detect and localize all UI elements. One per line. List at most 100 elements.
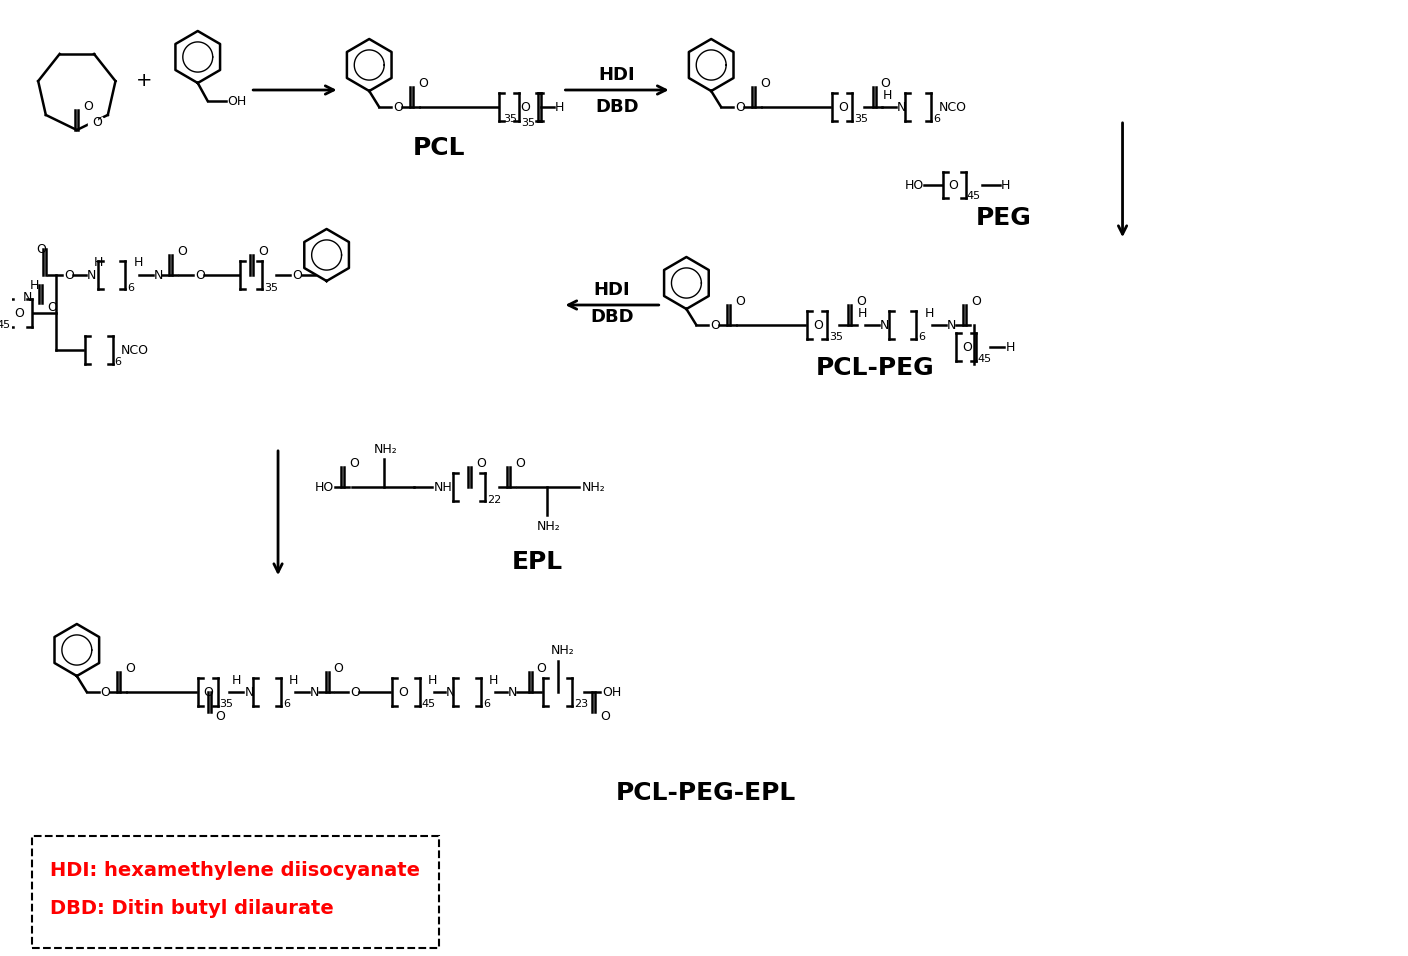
- Text: NH₂: NH₂: [536, 520, 560, 533]
- Text: O: O: [600, 709, 610, 723]
- Text: NH₂: NH₂: [582, 481, 605, 493]
- Text: O: O: [83, 99, 93, 113]
- Text: H: H: [924, 307, 934, 319]
- Text: 6: 6: [283, 699, 290, 709]
- Text: O: O: [520, 100, 529, 114]
- Text: H: H: [1001, 179, 1010, 191]
- Text: 35: 35: [265, 283, 279, 293]
- Text: OH: OH: [603, 685, 621, 699]
- Text: N: N: [948, 318, 956, 332]
- Text: 35: 35: [503, 114, 517, 124]
- Text: H: H: [428, 673, 436, 686]
- Text: O: O: [204, 685, 214, 699]
- Text: PCL: PCL: [413, 136, 465, 160]
- Text: 45: 45: [967, 191, 981, 201]
- Text: DBD: DBD: [596, 98, 639, 116]
- Text: N: N: [445, 685, 455, 699]
- Text: O: O: [856, 294, 866, 308]
- Text: O: O: [100, 685, 110, 699]
- Text: 6: 6: [127, 283, 134, 293]
- Text: H: H: [289, 673, 298, 686]
- Text: O: O: [334, 662, 344, 675]
- Text: NH₂: NH₂: [551, 644, 574, 658]
- Text: H: H: [30, 278, 39, 292]
- Text: N: N: [880, 318, 888, 332]
- Text: O: O: [760, 76, 770, 90]
- Text: NCO: NCO: [939, 100, 967, 114]
- Text: N: N: [245, 685, 253, 699]
- Text: 45: 45: [0, 320, 11, 330]
- Text: O: O: [291, 269, 301, 281]
- Text: DBD: DBD: [590, 308, 634, 326]
- Text: O: O: [515, 457, 525, 469]
- Text: H: H: [134, 255, 142, 269]
- Text: 6: 6: [918, 332, 925, 342]
- Text: H: H: [883, 89, 893, 101]
- Text: O: O: [735, 100, 745, 114]
- Text: PCL-PEG: PCL-PEG: [815, 356, 934, 380]
- Text: 23: 23: [574, 699, 589, 709]
- Text: O: O: [393, 100, 403, 114]
- Text: HDI: HDI: [594, 281, 631, 299]
- Text: N: N: [153, 269, 163, 281]
- Text: N: N: [508, 685, 517, 699]
- Text: N: N: [23, 291, 32, 303]
- Text: H: H: [231, 673, 241, 686]
- Text: O: O: [536, 662, 546, 675]
- Text: O: O: [962, 340, 972, 354]
- Text: H: H: [489, 673, 498, 686]
- Text: O: O: [814, 318, 824, 332]
- Text: O: O: [735, 294, 745, 308]
- Text: 35: 35: [521, 118, 535, 128]
- Text: NCO: NCO: [121, 343, 148, 357]
- Text: O: O: [880, 76, 891, 90]
- Text: HDI: hexamethylene diisocyanate: HDI: hexamethylene diisocyanate: [51, 861, 420, 880]
- Text: H: H: [555, 100, 565, 114]
- Text: N: N: [87, 269, 96, 281]
- Text: H: H: [1005, 340, 1015, 354]
- FancyBboxPatch shape: [32, 836, 439, 948]
- Text: O: O: [710, 318, 719, 332]
- Text: PCL-PEG-EPL: PCL-PEG-EPL: [617, 781, 797, 805]
- Text: O: O: [398, 685, 408, 699]
- Text: 6: 6: [934, 114, 941, 124]
- Text: O: O: [351, 685, 360, 699]
- Text: NH₂: NH₂: [375, 443, 398, 455]
- Text: O: O: [476, 457, 486, 469]
- Text: PEG: PEG: [976, 206, 1032, 230]
- Text: O: O: [125, 662, 135, 675]
- Text: O: O: [93, 116, 103, 129]
- Text: 45: 45: [977, 354, 993, 364]
- Text: O: O: [418, 76, 428, 90]
- Text: DBD: Ditin butyl dilaurate: DBD: Ditin butyl dilaurate: [51, 899, 334, 918]
- Text: O: O: [14, 307, 24, 319]
- Text: 22: 22: [487, 495, 501, 505]
- Text: O: O: [948, 179, 957, 191]
- Text: 6: 6: [483, 699, 490, 709]
- Text: O: O: [46, 300, 56, 314]
- Text: 6: 6: [114, 357, 121, 367]
- Text: NH: NH: [434, 481, 452, 493]
- Text: +: +: [137, 71, 153, 90]
- Text: O: O: [194, 269, 204, 281]
- Text: HDI: HDI: [598, 66, 635, 84]
- Text: H: H: [94, 255, 103, 269]
- Text: N: N: [310, 685, 320, 699]
- Text: O: O: [215, 709, 225, 723]
- Text: O: O: [838, 100, 848, 114]
- Text: 35: 35: [829, 332, 843, 342]
- Text: 35: 35: [853, 114, 867, 124]
- Text: O: O: [258, 245, 268, 257]
- Text: N: N: [897, 100, 905, 114]
- Text: HO: HO: [315, 481, 334, 493]
- Text: 45: 45: [422, 699, 436, 709]
- Text: O: O: [37, 243, 46, 255]
- Text: OH: OH: [228, 95, 246, 107]
- Text: EPL: EPL: [513, 550, 563, 574]
- Text: 35: 35: [220, 699, 234, 709]
- Text: HO: HO: [904, 179, 924, 191]
- Text: O: O: [177, 245, 187, 257]
- Text: O: O: [63, 269, 73, 281]
- Text: O: O: [972, 294, 981, 308]
- Text: H: H: [857, 307, 867, 319]
